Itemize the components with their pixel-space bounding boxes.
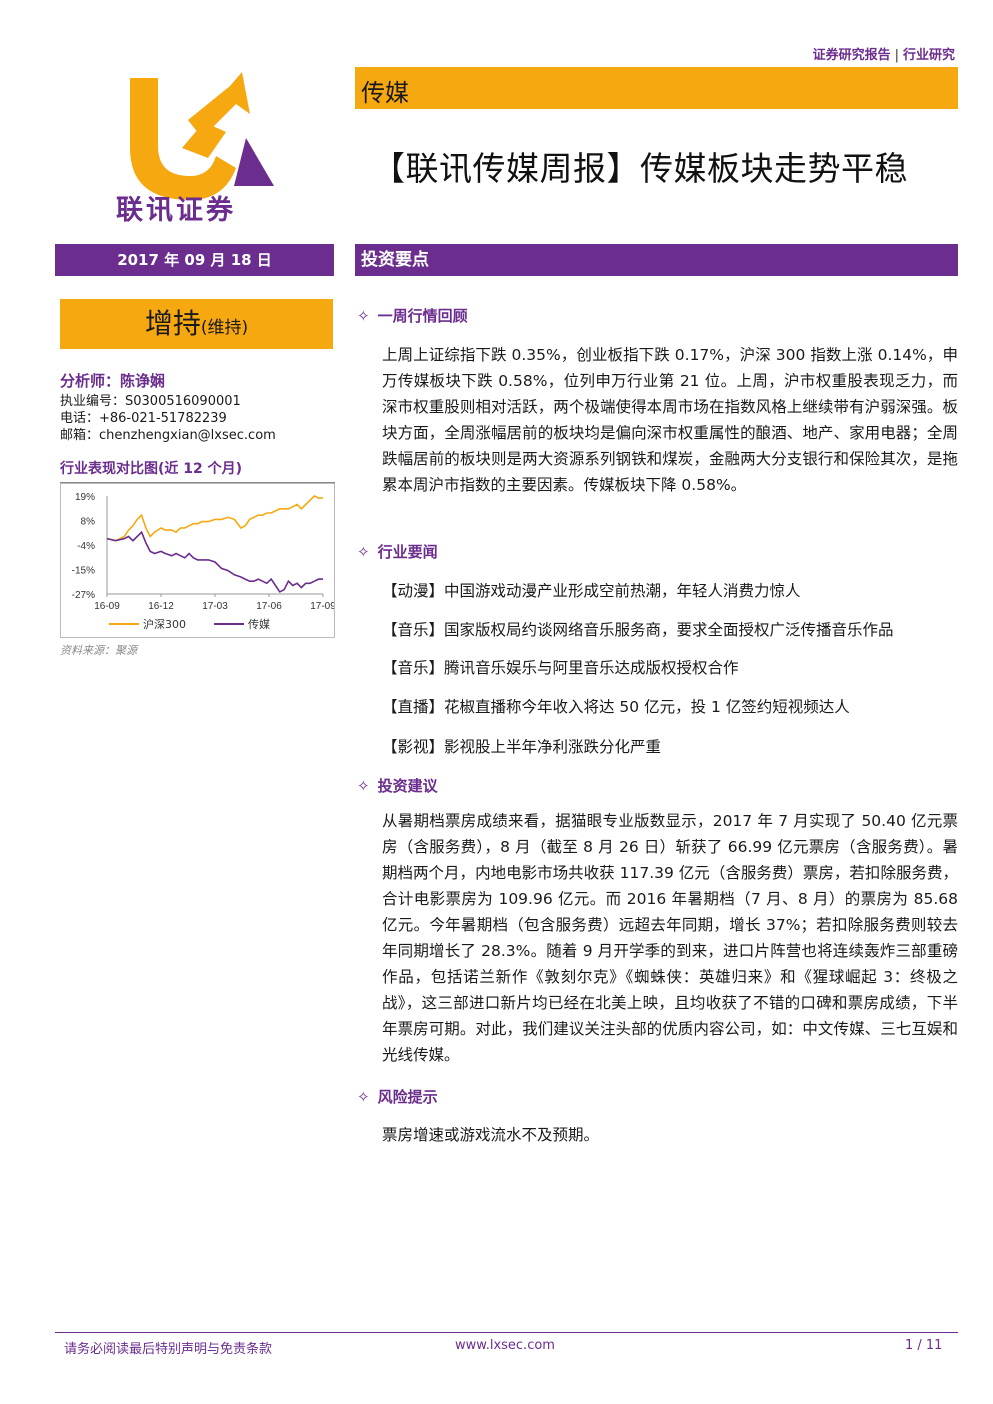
header-separator: |	[894, 48, 899, 63]
chart-divider	[60, 482, 335, 483]
risk-text: 票房增速或游戏流水不及预期。	[382, 1126, 600, 1144]
section-title: 行业要闻	[377, 543, 438, 561]
footer-divider	[55, 1332, 958, 1333]
section-industry-news-heading: ✧ 行业要闻	[357, 541, 438, 562]
analyst-email: 邮箱：chenzhengxian@lxsec.com	[60, 428, 276, 443]
section-risk-heading: ✧ 风险提示	[357, 1086, 438, 1107]
report-date: 2017 年 09 月 18 日	[55, 244, 334, 276]
report-type: 证券研究报告	[812, 48, 891, 63]
series-line-hs300	[106, 495, 323, 542]
y-tick-label: -4%	[77, 541, 95, 552]
diamond-icon: ✧	[357, 777, 370, 795]
news-item: 【直播】花椒直播称今年收入将达 50 亿元，投 1 亿签约短视频达人	[382, 698, 850, 716]
page-number: 1 / 11	[905, 1338, 943, 1353]
section-title: 投资建议	[377, 777, 438, 795]
rating-sub: (维持)	[200, 318, 249, 338]
performance-chart-svg: 19% 8% -4% -15% -27%16-09 16-12 17-03 17-06 17-0…	[72, 492, 337, 631]
legend-label: 沪深300	[143, 617, 186, 631]
legend-label: 传媒	[248, 618, 270, 631]
y-tick-label: 19%	[75, 492, 95, 503]
y-tick-label: 8%	[81, 517, 96, 528]
news-item: 【影视】影视股上半年净利涨跌分化严重	[382, 738, 662, 756]
report-category: 行业研究	[902, 48, 955, 63]
analyst-info: 分析师：陈诤娴 执业编号：S0300516090001 电话：+86-021-5…	[60, 370, 340, 444]
footer-disclaimer: 请务必阅读最后特别声明与免责条款	[64, 1342, 273, 1357]
section-market-review-heading: ✧ 一周行情回顾	[357, 305, 468, 326]
report-title: 【联讯传媒周报】传媒板块走势平稳	[372, 149, 908, 188]
rating-badge: 增持(维持)	[60, 299, 333, 349]
analyst-license: 执业编号：S0300516090001	[60, 394, 241, 409]
series-line-media	[106, 530, 323, 593]
chart-title: 行业表现对比图(近 12 个月)	[60, 461, 243, 477]
diamond-icon: ✧	[357, 1088, 370, 1106]
performance-chart: 19% 8% -4% -15% -27% 16-09 16-12 17-03 17-06 17-0…	[60, 483, 337, 638]
market-review-text: 上周上证综指下跌 0.35%，创业板指下跌 0.17%，沪深 300 指数上涨 …	[382, 346, 958, 494]
investment-advice-text: 从暑期档票房成绩来看，据猫眼专业版数显示，2017 年 7 月实现了 50.40…	[382, 812, 958, 1064]
news-item: 【音乐】国家版权局约谈网络音乐服务商，要求全面授权广泛传播音乐作品	[382, 621, 894, 639]
rating-main: 增持	[144, 307, 201, 340]
y-tick-label: -27%	[72, 590, 95, 601]
x-tick-label: 16-12	[148, 601, 174, 612]
company-logo	[130, 72, 274, 200]
news-item: 【音乐】腾讯音乐娱乐与阿里音乐达成版权授权合作	[382, 659, 739, 677]
section-title: 一周行情回顾	[377, 307, 468, 325]
sector-bar: 传媒	[355, 67, 958, 109]
sector-name: 传媒	[361, 79, 409, 107]
x-tick-label: 17-09	[310, 601, 334, 612]
analyst-name: 分析师：陈诤娴	[60, 372, 166, 390]
logo-text: 联讯证券	[116, 195, 236, 226]
section-investment-advice-heading: ✧ 投资建议	[357, 775, 438, 796]
news-item: 【动漫】中国游戏动漫产业形成空前热潮，年轻人消费力惊人	[382, 582, 801, 600]
x-tick-label: 17-06	[256, 601, 282, 612]
analyst-phone: 电话：+86-021-51782239	[60, 411, 227, 426]
diamond-icon: ✧	[357, 307, 370, 325]
section-title: 风险提示	[377, 1088, 438, 1106]
diamond-icon: ✧	[357, 543, 370, 561]
footer-website[interactable]: www.lxsec.com	[455, 1338, 555, 1353]
summary-heading: 投资要点	[355, 244, 958, 276]
y-tick-label: -15%	[72, 566, 95, 577]
report-type-label: 证券研究报告 | 行业研究	[813, 44, 955, 63]
x-tick-label: 16-09	[94, 601, 120, 612]
x-tick-label: 17-03	[202, 601, 228, 612]
chart-source: 资料来源：聚源	[60, 644, 137, 657]
